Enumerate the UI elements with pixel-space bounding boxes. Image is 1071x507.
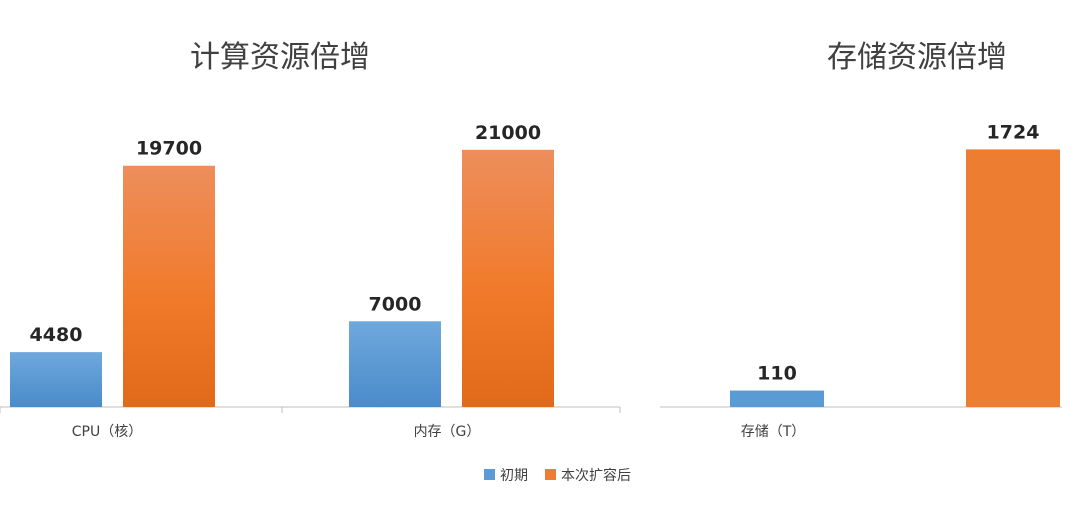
storage-chart-title: 存储资源倍增 [827,40,1007,75]
bar-0-1-0 [349,321,441,407]
data-label-1-0-0: 110 [757,363,797,385]
chart-marks: 4480 19700 CPU（核） 7000 21000 内存（G） 110 1724 存储（T… [0,121,1062,440]
legend: 初期 本次扩容后 [484,467,631,484]
legend-swatch-initial [484,469,495,480]
bar-0-0-0 [10,352,102,407]
category-label-0-1: 内存（G） [414,424,481,440]
data-label-0-1-1: 21000 [475,122,541,144]
category-label-0-0: CPU（核） [72,424,142,440]
compute-chart-title: 计算资源倍增 [190,40,370,75]
legend-label-expanded: 本次扩容后 [561,467,631,484]
bar-0-0-1 [123,165,215,407]
category-label-1-0: 存储（T） [741,424,806,440]
legend-label-initial: 初期 [500,467,528,484]
data-label-0-0-1: 19700 [136,138,202,160]
data-label-0-1-0: 7000 [369,293,422,315]
legend-swatch-expanded [545,469,556,480]
bar-0-1-1 [462,149,554,408]
bar-1-0-0 [730,390,824,407]
bar-1-0-1 [966,149,1060,408]
data-label-1-0-1: 1724 [987,121,1040,143]
data-label-0-0-0: 4480 [30,324,83,346]
